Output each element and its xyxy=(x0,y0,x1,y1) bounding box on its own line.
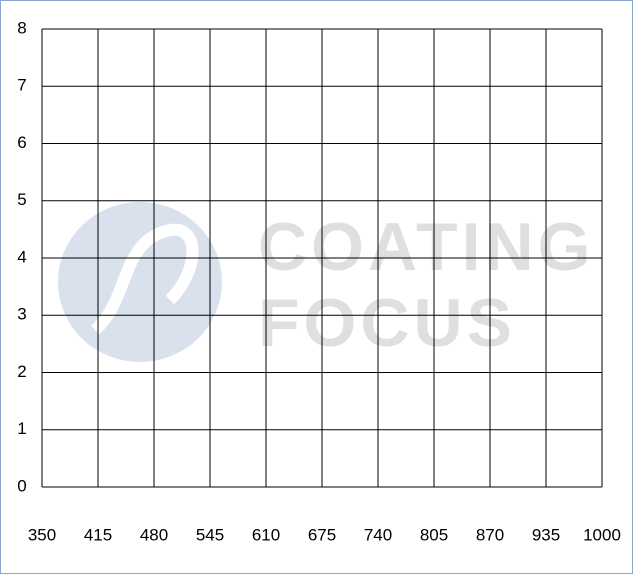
watermark: COATING FOCUS xyxy=(58,202,595,362)
x-tick-label: 350 xyxy=(28,525,56,544)
y-tick-label: 1 xyxy=(17,419,26,438)
x-tick-label: 935 xyxy=(532,525,560,544)
watermark-text: COATING xyxy=(258,209,595,285)
x-tick-label: 805 xyxy=(420,525,448,544)
watermark-text: FOCUS xyxy=(258,285,516,361)
logo-swoosh xyxy=(90,223,199,335)
y-tick-label: 0 xyxy=(17,476,26,495)
y-tick-label: 5 xyxy=(17,190,26,209)
x-tick-label: 1000 xyxy=(583,525,621,544)
x-tick-label: 870 xyxy=(476,525,504,544)
y-tick-label: 3 xyxy=(17,305,26,324)
x-tick-label: 545 xyxy=(196,525,224,544)
x-tick-label: 740 xyxy=(364,525,392,544)
y-tick-label: 4 xyxy=(17,247,26,266)
y-tick-label: 8 xyxy=(17,18,26,37)
x-tick-label: 675 xyxy=(308,525,336,544)
y-tick-label: 6 xyxy=(17,133,26,152)
x-tick-label: 480 xyxy=(140,525,168,544)
y-tick-label: 2 xyxy=(17,362,26,381)
x-tick-label: 610 xyxy=(252,525,280,544)
y-tick-label: 7 xyxy=(17,76,26,95)
x-tick-label: 415 xyxy=(84,525,112,544)
logo xyxy=(58,202,222,362)
